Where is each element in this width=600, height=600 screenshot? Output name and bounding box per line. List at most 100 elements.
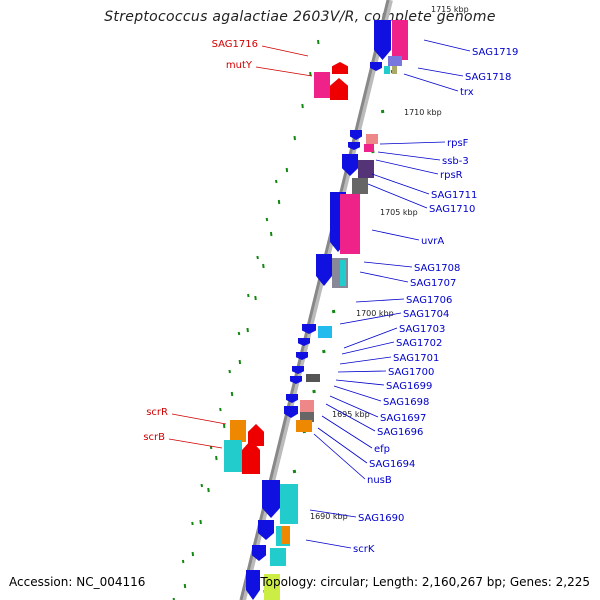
connector-line (355, 298, 405, 303)
cds-forward (258, 520, 274, 540)
connector-line (341, 341, 395, 355)
cds-forward (350, 130, 362, 140)
cds-forward (286, 394, 298, 403)
connector-line (171, 413, 227, 425)
cds-forward (342, 154, 358, 176)
cds-forward (290, 376, 302, 384)
gene-block (296, 420, 312, 432)
connector-line (337, 370, 387, 373)
connector-line (371, 229, 420, 241)
gene-label: SAG1690 (358, 513, 404, 524)
gene-block (300, 412, 314, 422)
cds-forward (252, 545, 266, 561)
gene-label-reverse: scrB (143, 432, 165, 443)
gene-block (270, 548, 286, 566)
connector-line (317, 427, 368, 464)
gene-label: SAG1704 (403, 309, 449, 320)
connector-line (168, 438, 223, 449)
tick-mark (269, 231, 273, 237)
gene-label: trx (460, 87, 474, 98)
gene-label: SAG1708 (414, 263, 460, 274)
cds-reverse (330, 78, 348, 100)
scale-label: 1715 kbp (431, 5, 469, 14)
tick-mark (309, 71, 312, 77)
gene-block (306, 374, 320, 382)
connector-line (403, 73, 459, 92)
topology-text: Topology: circular; Length: 2,160,267 bp… (260, 575, 590, 589)
gene-block (230, 420, 246, 442)
cds-forward (348, 142, 360, 150)
connector-line (339, 356, 392, 365)
gene-label: SAG1700 (388, 367, 434, 378)
cds-forward (296, 352, 308, 360)
connector-line (255, 66, 313, 77)
tick-mark (207, 487, 210, 493)
connector-line (359, 271, 409, 283)
gene-label-reverse: scrR (146, 407, 168, 418)
connector-line (335, 379, 385, 386)
tick-mark (256, 255, 259, 260)
scale-label: 1695 kbp (332, 410, 370, 419)
gene-block (392, 20, 408, 60)
accession-text: Accession: NC_004116 (9, 575, 146, 589)
connector-line (417, 67, 464, 77)
tick-mark (200, 483, 204, 488)
gene-label: SAG1701 (393, 353, 439, 364)
scale-label: 1690 kbp (310, 512, 348, 521)
gene-label: ssb-3 (442, 156, 469, 167)
tick-mark (238, 359, 242, 365)
tick-mark (277, 199, 281, 205)
connector-line (333, 385, 382, 402)
gene-block (352, 178, 368, 194)
tick-mark (293, 135, 296, 141)
tick-mark (222, 423, 226, 429)
connector-line (321, 415, 373, 449)
gene-block (318, 326, 332, 338)
tick-mark (312, 389, 316, 394)
cds-forward (374, 20, 391, 60)
connector-line (329, 395, 379, 418)
tick-mark (199, 519, 202, 525)
cds-reverse (242, 440, 260, 474)
gene-label: SAG1719 (472, 47, 518, 58)
cds-forward (262, 480, 280, 518)
scale-label: 1710 kbp (404, 108, 442, 117)
scale-labels: 1715 kbp 1710 kbp 1705 kbp 1700 kbp 1695 kbp… (310, 5, 469, 521)
connector-line (423, 39, 471, 52)
gene-label-reverse: mutY (226, 60, 253, 71)
gene-block (300, 400, 314, 412)
tick-mark (247, 293, 250, 298)
gene-block (282, 526, 290, 544)
gene-label: SAG1696 (377, 427, 423, 438)
gene-block (280, 484, 298, 524)
tick-mark (317, 39, 320, 45)
gene-label: SAG1694 (369, 459, 415, 470)
gene-label: SAG1706 (406, 295, 452, 306)
tick-mark (254, 295, 257, 301)
connector-line (379, 141, 446, 145)
gene-label: uvrA (421, 236, 444, 247)
tick-mark (265, 217, 269, 222)
tick-mark (292, 469, 297, 474)
gene-label: SAG1702 (396, 338, 442, 349)
gene-label: SAG1697 (380, 413, 426, 424)
tick-mark (246, 327, 249, 333)
gene-label: SAG1718 (465, 72, 511, 83)
gene-label: SAG1707 (410, 278, 456, 289)
tick-mark (301, 103, 304, 109)
gene-labels: SAG1719 SAG1718 trx rpsF ssb-3 rpsR SAG1711 SAG… (143, 39, 518, 555)
tick-mark (322, 349, 326, 354)
gene-label: SAG1703 (399, 324, 445, 335)
tick-mark (215, 455, 218, 461)
tick-mark (380, 109, 385, 114)
tick-mark (230, 391, 234, 397)
cds-forward (370, 62, 382, 71)
gene-label: rpsR (440, 170, 463, 181)
gene-block (314, 72, 330, 98)
connector-line (371, 173, 430, 195)
gene-label: scrK (353, 544, 375, 555)
connector-line (375, 159, 439, 175)
connector-line (313, 433, 366, 480)
tick-mark (285, 167, 289, 173)
